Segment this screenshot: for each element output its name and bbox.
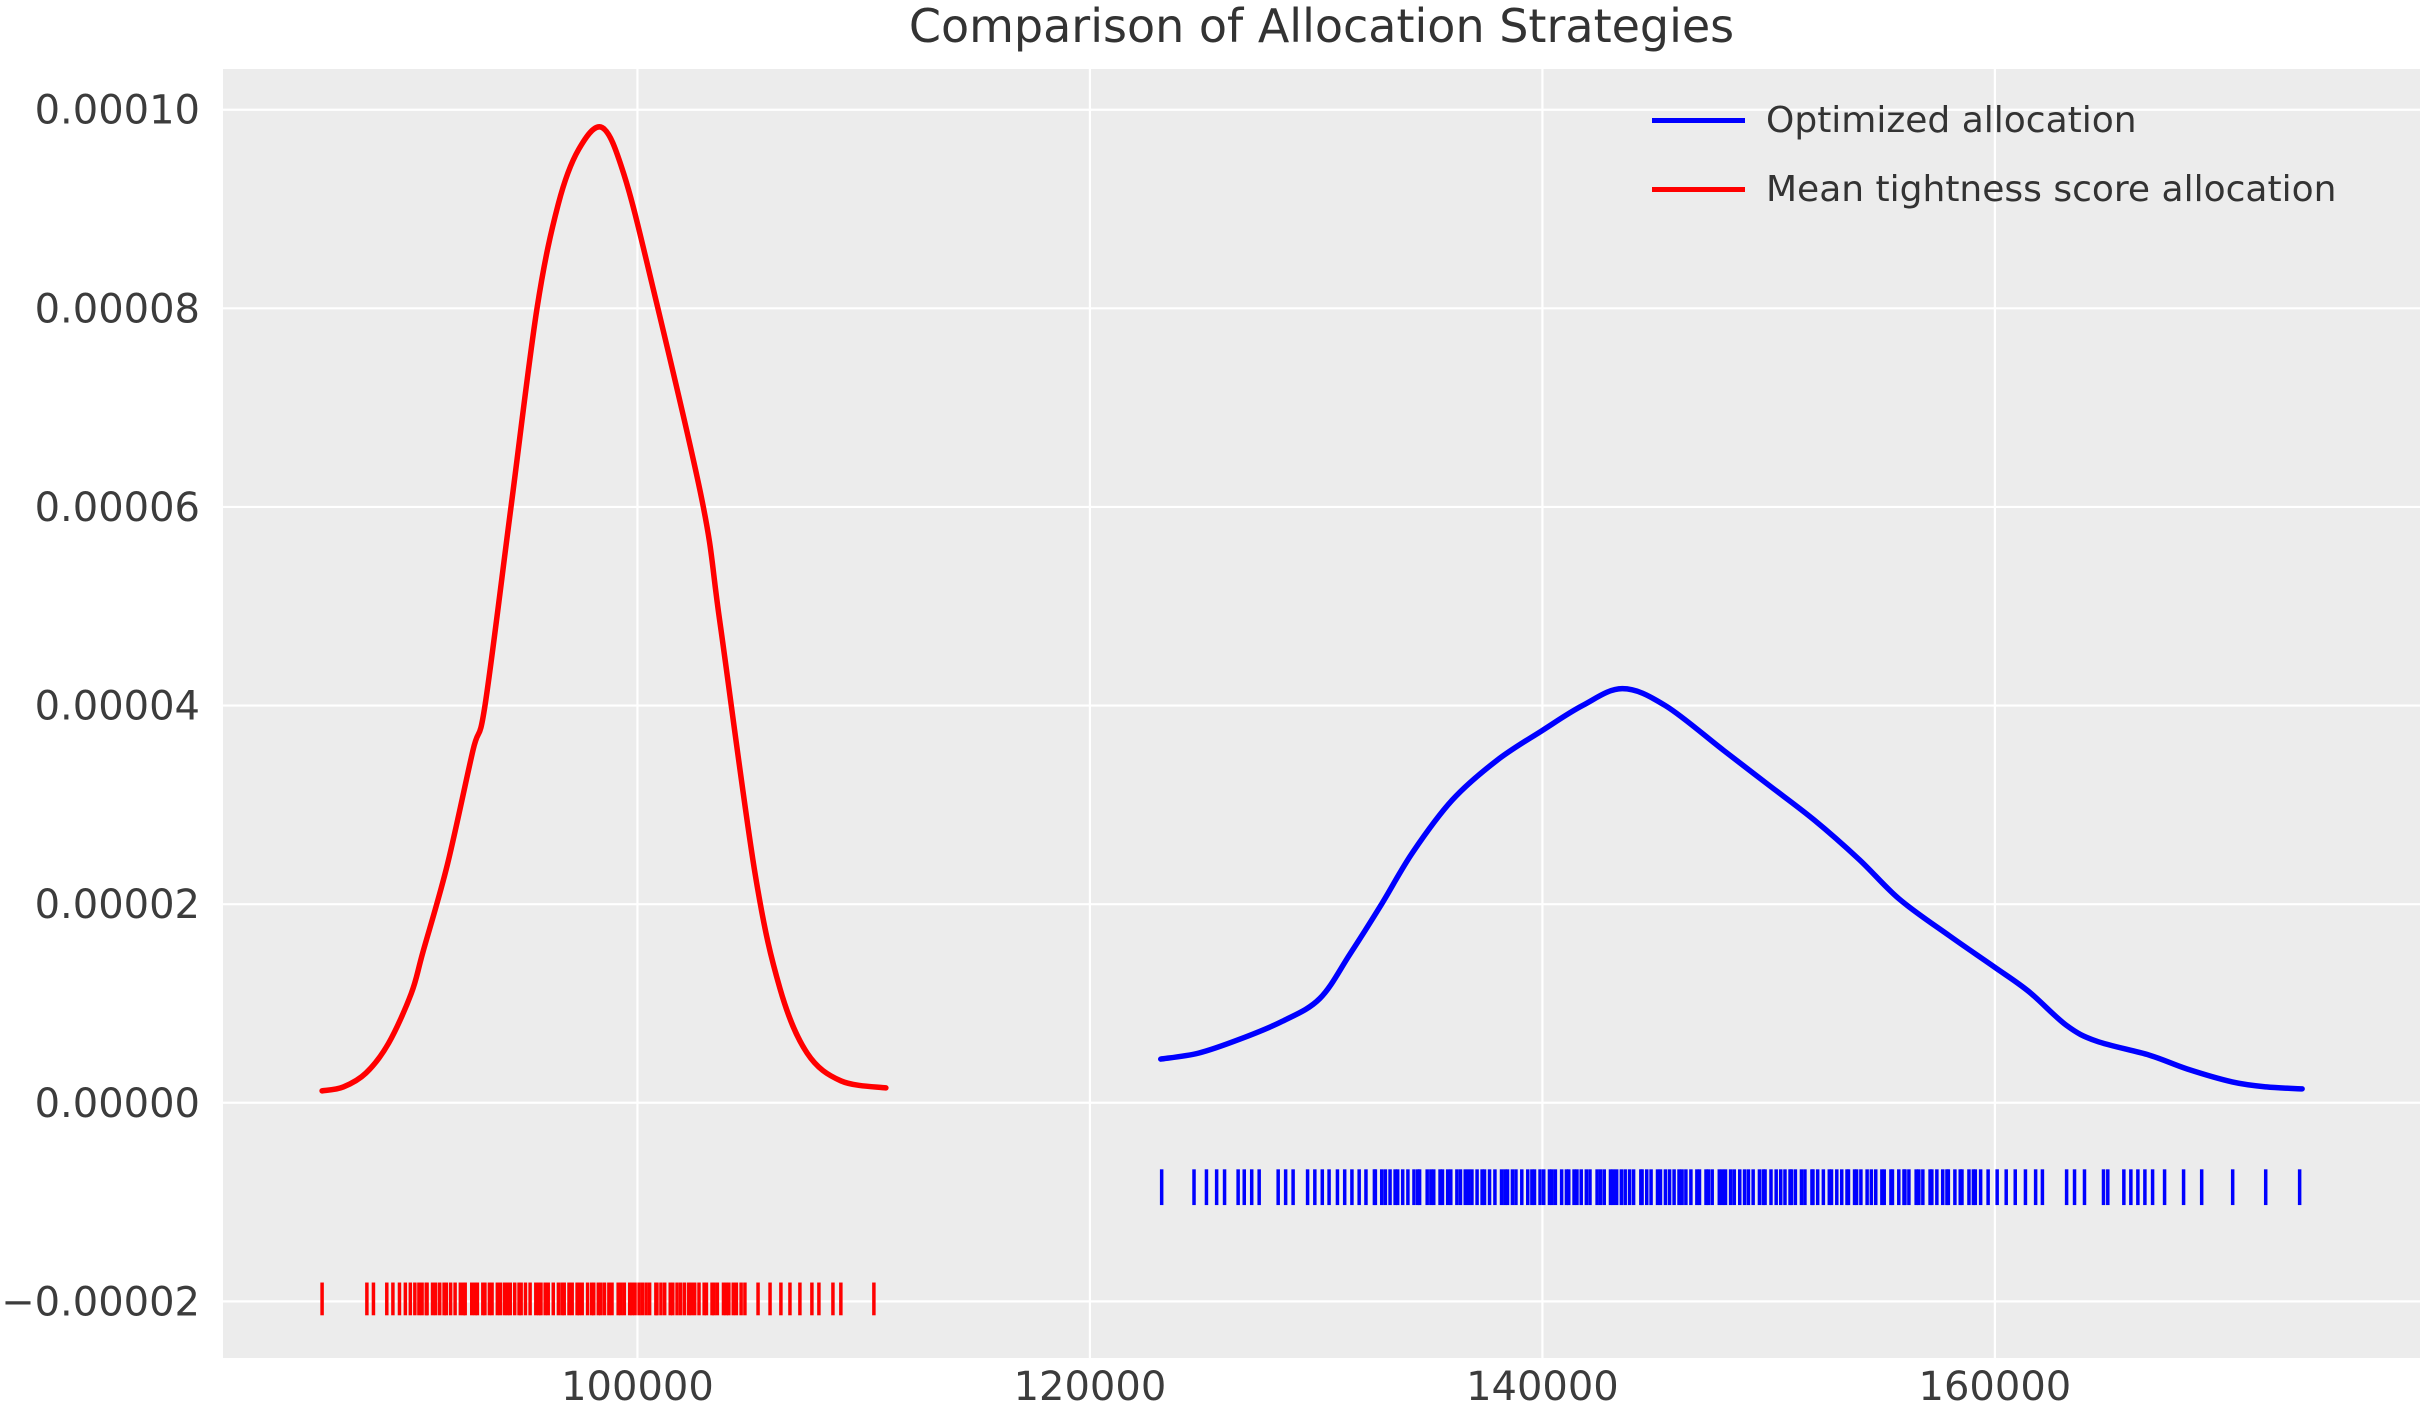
x-tick-label: 100000: [561, 1364, 714, 1410]
axes-background: [223, 69, 2420, 1358]
y-tick-label: 0.00006: [35, 485, 200, 531]
legend-label-mean-tightness: Mean tightness score allocation: [1766, 169, 2337, 210]
legend: Optimized allocation Mean tightness scor…: [1652, 86, 2336, 224]
y-tick-label: 0.00010: [35, 88, 200, 134]
kde-curve: [319, 124, 889, 1094]
legend-line-swatch-red: [1652, 187, 1745, 192]
y-tick-label: 0.00002: [35, 882, 200, 928]
x-tick-label: 140000: [1466, 1364, 1619, 1410]
x-tick-label: 160000: [1919, 1364, 2072, 1410]
y-tick-label: −0.00002: [1, 1279, 200, 1325]
y-tick-label: 0.00008: [35, 286, 200, 332]
legend-line-swatch-blue: [1652, 118, 1745, 123]
chart-title: Comparison of Allocation Strategies: [908, 0, 1735, 53]
legend-label-optimized: Optimized allocation: [1766, 100, 2137, 141]
kde-curve: [1158, 685, 2305, 1092]
y-tick-label: 0.00004: [35, 684, 200, 730]
legend-entry-optimized: Optimized allocation: [1652, 86, 2336, 155]
x-tick-label: 120000: [1014, 1364, 1167, 1410]
legend-entry-mean-tightness: Mean tightness score allocation: [1652, 155, 2336, 224]
y-tick-label: 0.00000: [35, 1081, 200, 1127]
